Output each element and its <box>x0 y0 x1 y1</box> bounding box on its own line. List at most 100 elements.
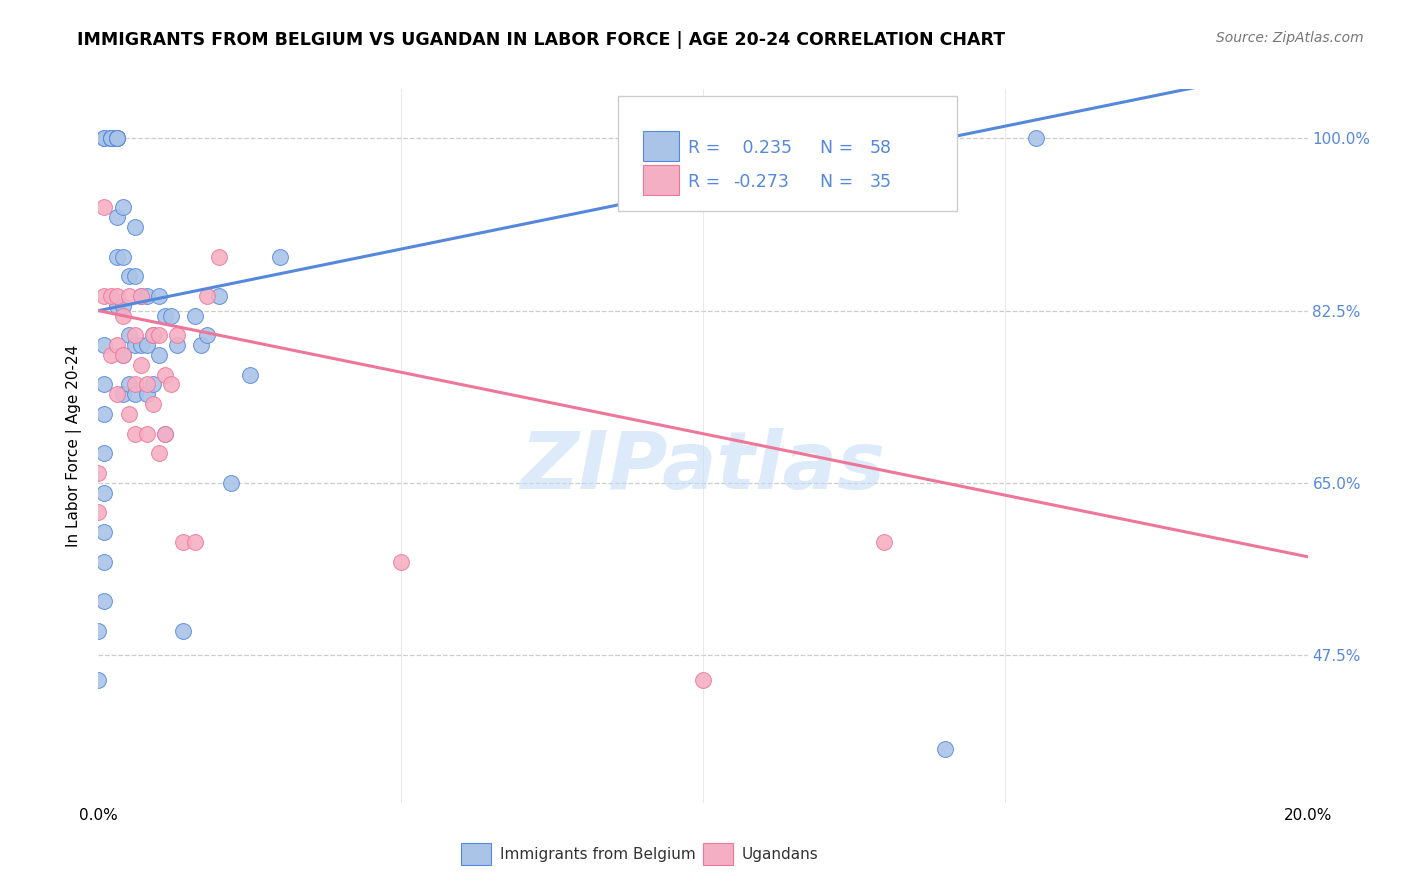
Point <box>100 131 122 145</box>
Point <box>93 594 115 608</box>
Point <box>100 131 122 145</box>
Point <box>1024 131 1046 145</box>
Point <box>221 475 243 490</box>
Point <box>100 131 122 145</box>
Point <box>153 426 176 441</box>
FancyBboxPatch shape <box>619 96 957 211</box>
Point <box>87 505 110 519</box>
Point <box>269 250 291 264</box>
Point <box>160 377 183 392</box>
Point <box>129 358 152 372</box>
Point <box>100 289 122 303</box>
Point <box>153 368 176 382</box>
Text: 58: 58 <box>870 139 891 157</box>
Point <box>124 269 146 284</box>
Point <box>93 131 115 145</box>
FancyBboxPatch shape <box>461 844 492 865</box>
Point <box>135 338 157 352</box>
Point <box>87 673 110 687</box>
Point <box>148 289 170 303</box>
Text: 0.235: 0.235 <box>737 139 792 157</box>
Point <box>172 624 194 638</box>
Point <box>93 446 115 460</box>
Point <box>873 535 896 549</box>
Point <box>105 387 128 401</box>
Text: IMMIGRANTS FROM BELGIUM VS UGANDAN IN LABOR FORCE | AGE 20-24 CORRELATION CHART: IMMIGRANTS FROM BELGIUM VS UGANDAN IN LA… <box>77 31 1005 49</box>
Point <box>118 328 141 343</box>
Text: N =: N = <box>810 139 859 157</box>
Point <box>93 289 115 303</box>
Point <box>129 289 152 303</box>
Text: N =: N = <box>810 173 859 191</box>
Point <box>105 338 128 352</box>
Point <box>166 328 188 343</box>
Point <box>111 348 134 362</box>
Point <box>93 525 115 540</box>
Point <box>111 387 134 401</box>
Point <box>105 131 128 145</box>
Point <box>118 269 141 284</box>
Point <box>135 387 157 401</box>
FancyBboxPatch shape <box>703 844 734 865</box>
Point <box>190 338 212 352</box>
Point <box>153 309 176 323</box>
Point <box>111 299 134 313</box>
Point <box>142 328 165 343</box>
Point <box>93 131 115 145</box>
Point <box>389 555 412 569</box>
Point <box>184 535 207 549</box>
Point <box>105 210 128 224</box>
Point <box>124 219 146 234</box>
Point <box>135 289 157 303</box>
Point <box>111 348 134 362</box>
Point <box>239 368 262 382</box>
Point <box>87 466 110 480</box>
Point <box>135 377 157 392</box>
Point <box>195 328 218 343</box>
Point <box>124 328 146 343</box>
FancyBboxPatch shape <box>643 165 679 194</box>
Point <box>111 200 134 214</box>
Point <box>93 200 115 214</box>
Point <box>142 328 165 343</box>
Text: Immigrants from Belgium: Immigrants from Belgium <box>501 847 696 862</box>
FancyBboxPatch shape <box>643 130 679 161</box>
Point <box>934 741 956 756</box>
Point <box>135 426 157 441</box>
Point <box>184 309 207 323</box>
Point <box>124 387 146 401</box>
Point <box>692 673 714 687</box>
Point <box>93 485 115 500</box>
Text: R =: R = <box>689 173 727 191</box>
Point <box>105 131 128 145</box>
Point <box>118 289 141 303</box>
Point <box>93 555 115 569</box>
Text: R =: R = <box>689 139 727 157</box>
Point <box>105 299 128 313</box>
Point <box>87 624 110 638</box>
Point <box>153 426 176 441</box>
Text: Source: ZipAtlas.com: Source: ZipAtlas.com <box>1216 31 1364 45</box>
Point <box>148 446 170 460</box>
Point <box>100 131 122 145</box>
Point <box>142 377 165 392</box>
Point <box>111 309 134 323</box>
Point <box>129 289 152 303</box>
Point <box>148 328 170 343</box>
Point <box>142 397 165 411</box>
Point <box>105 250 128 264</box>
Point <box>93 407 115 421</box>
Point <box>129 338 152 352</box>
Point <box>105 131 128 145</box>
Point <box>160 309 183 323</box>
Point <box>105 289 128 303</box>
Point <box>195 289 218 303</box>
Point <box>208 250 231 264</box>
Point <box>93 377 115 392</box>
Point <box>100 348 122 362</box>
Point <box>105 131 128 145</box>
Text: ZIPatlas: ZIPatlas <box>520 428 886 507</box>
Point <box>118 407 141 421</box>
Point <box>124 426 146 441</box>
Text: Ugandans: Ugandans <box>742 847 818 862</box>
